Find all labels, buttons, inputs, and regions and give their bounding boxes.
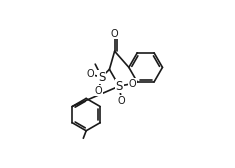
Text: S: S [98,71,105,83]
Text: O: O [111,29,118,39]
Text: O: O [118,96,125,106]
Text: S: S [115,80,123,93]
Text: O: O [95,86,102,96]
Text: O: O [87,70,94,79]
Text: O: O [129,79,137,89]
